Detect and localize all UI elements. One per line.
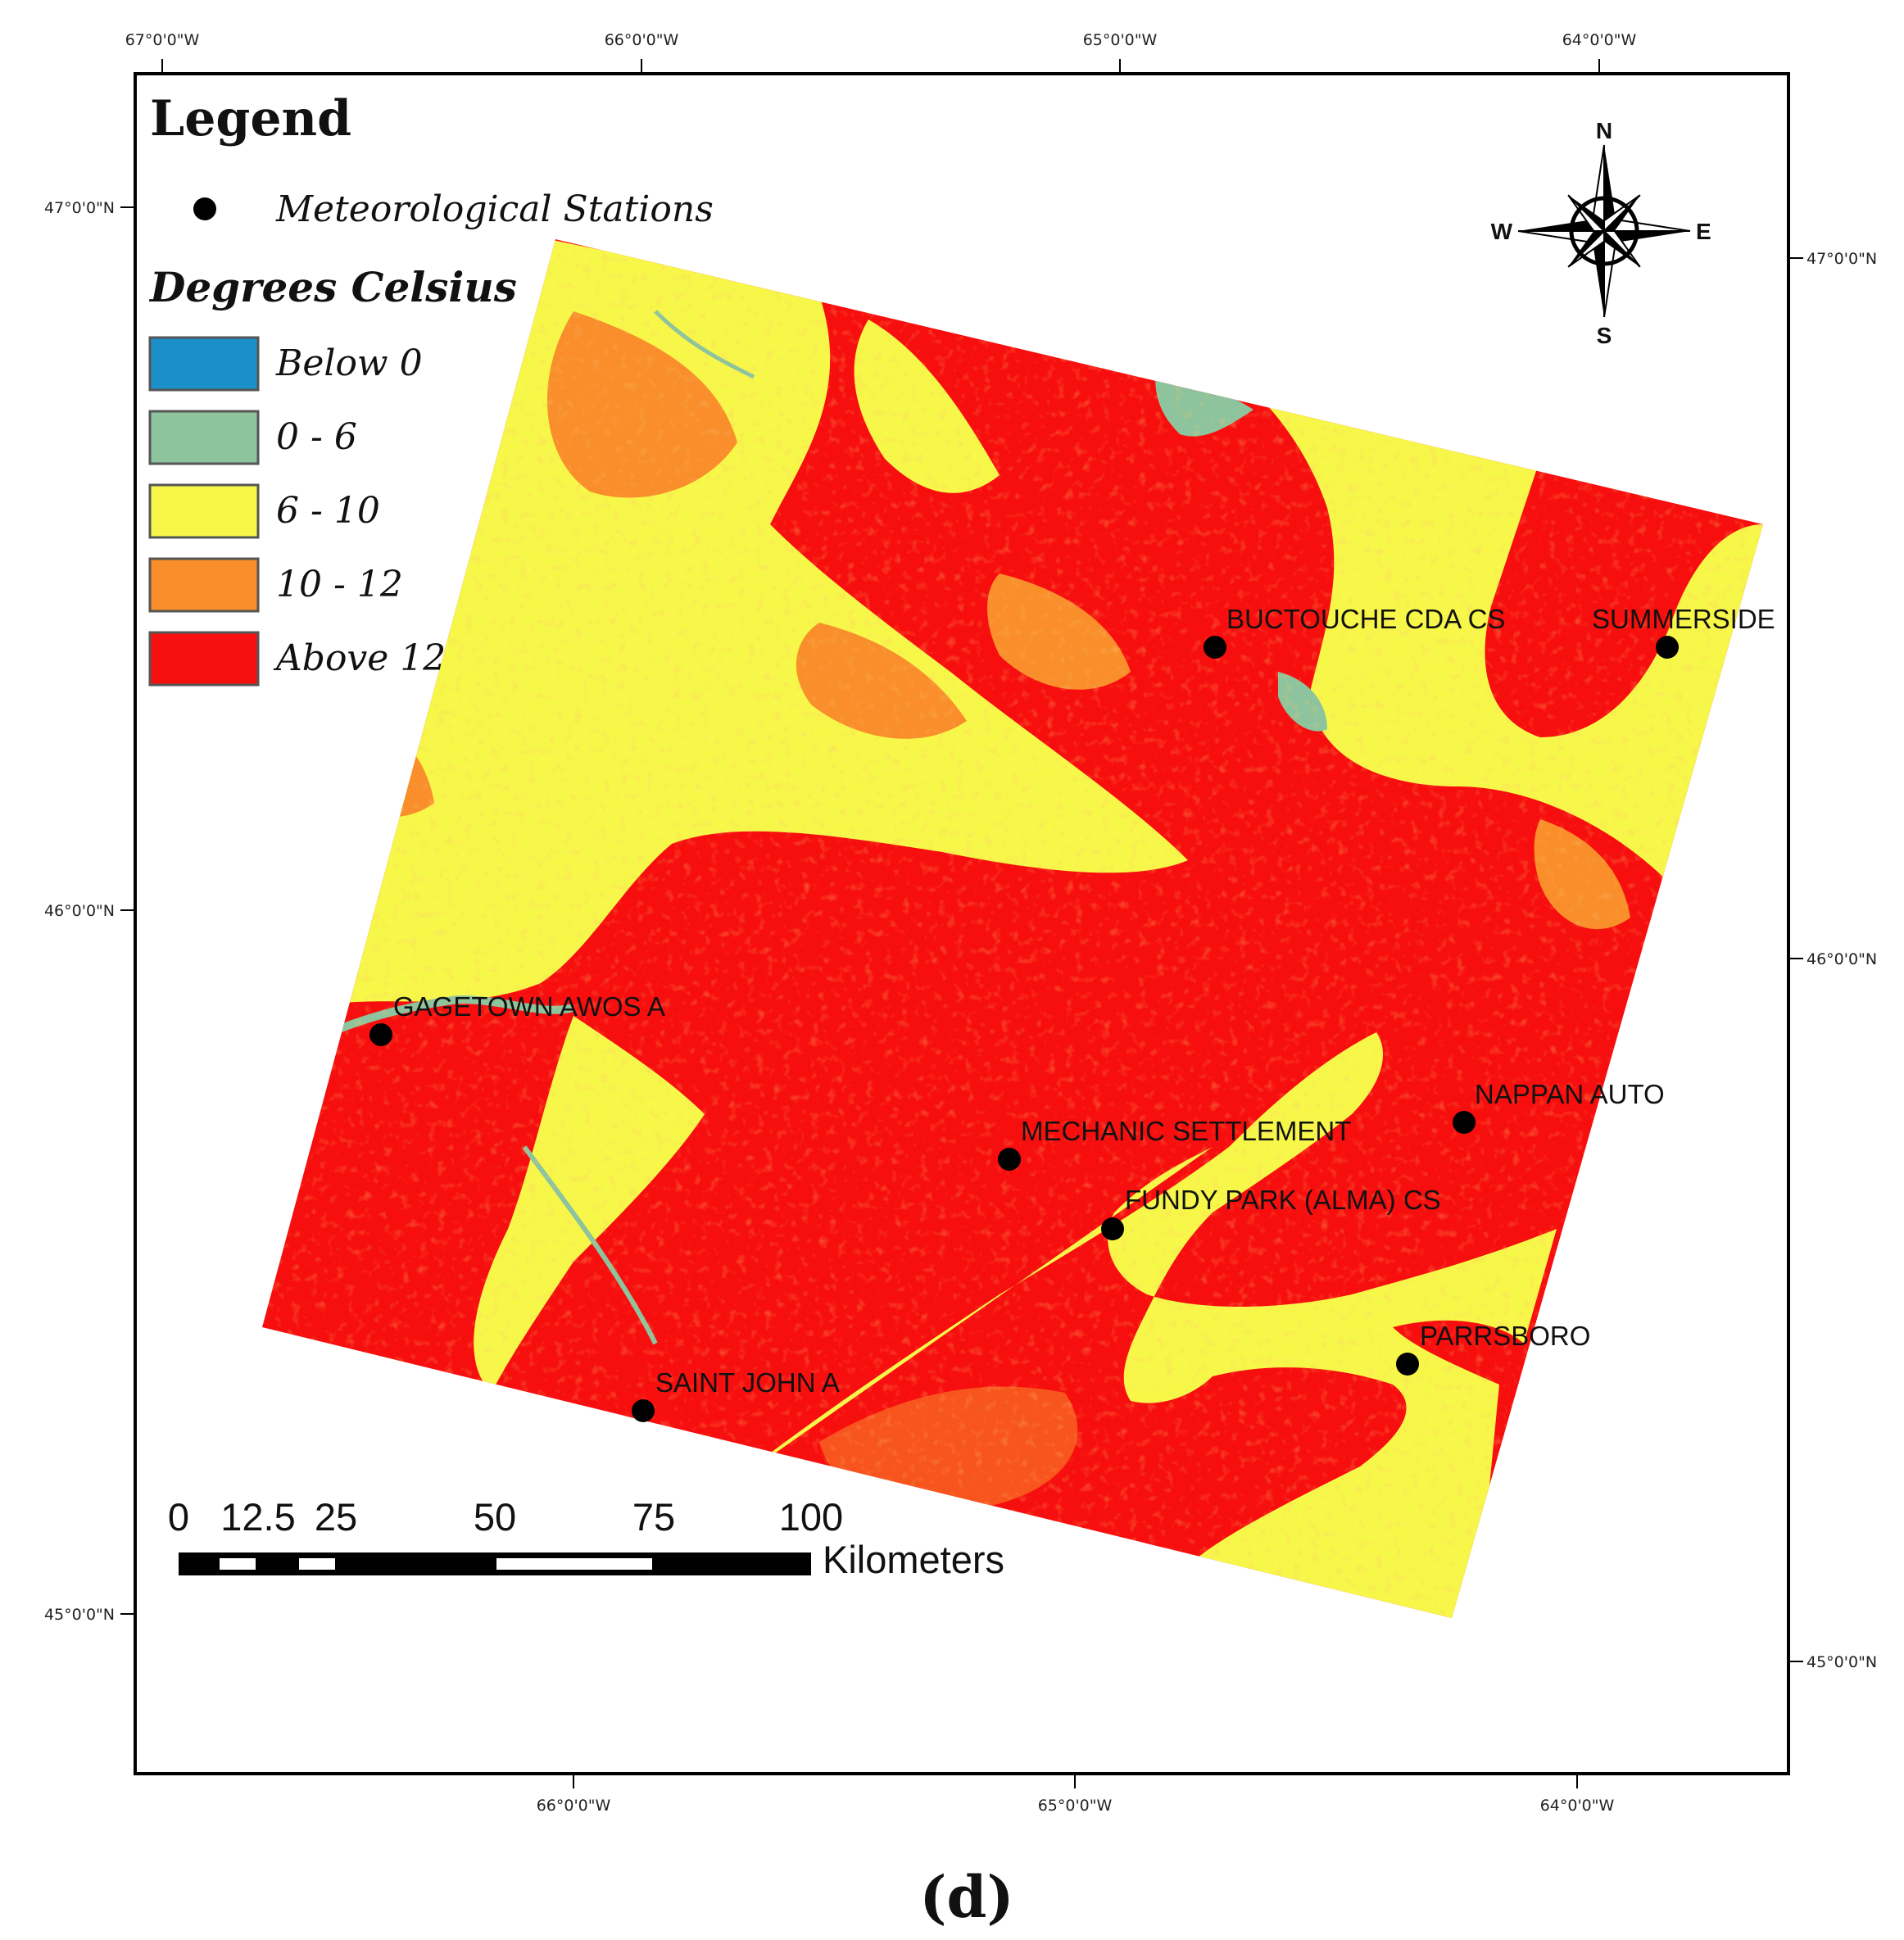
legend-label-below-0: Below 0 <box>275 342 423 384</box>
station-marker: BUCTOUCHE CDA CS <box>1204 604 1505 659</box>
graticule-labels: 67°0'0"W 66°0'0"W 65°0'0"W 64°0'0"W 66°0… <box>44 31 1877 1815</box>
north-arrow-icon: N S E W <box>1491 118 1711 348</box>
legend-label-above-12: Above 12 <box>273 637 446 679</box>
scale-bar: 0 12.5 25 50 75 100 Kilometers <box>168 1495 1004 1581</box>
station-marker: GAGETOWN AWOS A <box>369 991 665 1046</box>
scale-unit-label: Kilometers <box>823 1538 1004 1581</box>
panel-label: (d) <box>919 1863 1013 1931</box>
legend-swatch-10-12 <box>148 557 260 613</box>
stations: BUCTOUCHE CDA CS SUMMERSIDE GAGETOWN AWO… <box>369 604 1775 1422</box>
lon-label-bottom: 65°0'0"W <box>1038 1797 1113 1815</box>
lon-label-bottom: 64°0'0"W <box>1540 1797 1615 1815</box>
compass-n: N <box>1596 118 1612 143</box>
compass-e: E <box>1696 219 1711 244</box>
legend-swatch-below-0 <box>148 336 260 392</box>
legend-subtitle: Degrees Celsius <box>148 263 517 311</box>
station-label: PARRSBORO <box>1420 1321 1590 1351</box>
lat-label-left: 45°0'0"N <box>44 1606 115 1624</box>
scale-tick-label: 25 <box>315 1495 357 1539</box>
legend-label-6-10: 6 - 10 <box>276 490 380 532</box>
lat-label-right: 47°0'0"N <box>1807 250 1877 268</box>
legend-label-10-12: 10 - 12 <box>276 564 403 605</box>
station-label: MECHANIC SETTLEMENT <box>1021 1116 1351 1146</box>
legend-swatch-6-10 <box>148 483 260 539</box>
station-label: GAGETOWN AWOS A <box>393 991 665 1022</box>
station-marker: FUNDY PARK (ALMA) CS <box>1101 1185 1441 1240</box>
lon-label-top: 65°0'0"W <box>1083 31 1158 49</box>
station-label: SUMMERSIDE <box>1592 604 1775 634</box>
scale-tick-label: 50 <box>474 1495 516 1539</box>
lat-label-right: 46°0'0"N <box>1807 950 1877 968</box>
legend: Legend Meteorological Stations Degrees C… <box>148 90 714 687</box>
map-frame <box>134 72 1790 1775</box>
station-label: SAINT JOHN A <box>655 1367 840 1398</box>
compass-w: W <box>1491 219 1513 244</box>
station-label: FUNDY PARK (ALMA) CS <box>1125 1185 1441 1215</box>
station-marker: PARRSBORO <box>1396 1321 1590 1376</box>
scale-tick-label: 0 <box>168 1495 189 1539</box>
scale-tick-label: 12.5 <box>220 1495 295 1539</box>
legend-stations-label: Meteorological Stations <box>275 188 714 230</box>
legend-label-0-6: 0 - 6 <box>276 416 357 458</box>
compass-s: S <box>1597 323 1612 348</box>
station-label: NAPPAN AUTO <box>1475 1079 1665 1109</box>
scale-tick-label: 75 <box>632 1495 675 1539</box>
station-marker: SAINT JOHN A <box>632 1367 840 1422</box>
station-label: BUCTOUCHE CDA CS <box>1226 604 1505 634</box>
legend-swatch-above-12 <box>148 631 260 687</box>
lon-label-bottom: 66°0'0"W <box>537 1797 611 1815</box>
station-marker: NAPPAN AUTO <box>1453 1079 1665 1134</box>
lat-label-left: 47°0'0"N <box>44 199 115 217</box>
lon-label-top: 64°0'0"W <box>1562 31 1637 49</box>
lat-label-left: 46°0'0"N <box>44 902 115 920</box>
lat-label-right: 45°0'0"N <box>1807 1653 1877 1671</box>
station-legend-dot <box>193 197 216 220</box>
station-marker: SUMMERSIDE <box>1592 604 1775 659</box>
legend-swatch-0-6 <box>148 410 260 465</box>
station-marker: MECHANIC SETTLEMENT <box>998 1116 1351 1171</box>
lon-label-top: 67°0'0"W <box>125 31 200 49</box>
temperature-raster <box>262 239 1763 1618</box>
lon-label-top: 66°0'0"W <box>605 31 679 49</box>
legend-title: Legend <box>150 90 351 147</box>
scale-tick-label: 100 <box>779 1495 843 1539</box>
frame-ticks <box>120 59 1803 1788</box>
